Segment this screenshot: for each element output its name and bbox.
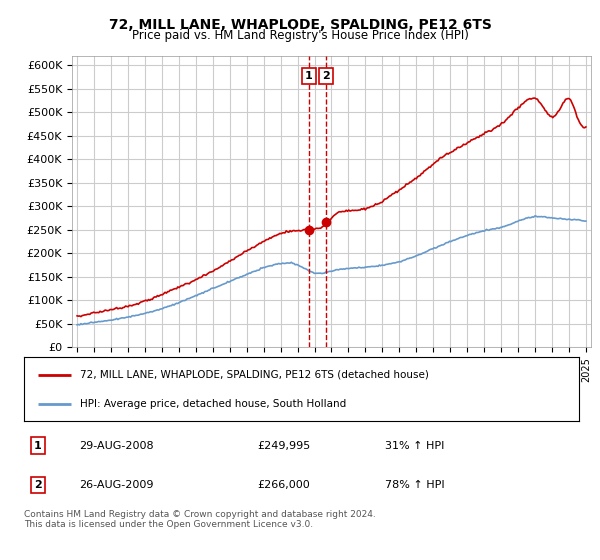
Text: Contains HM Land Registry data © Crown copyright and database right 2024.
This d: Contains HM Land Registry data © Crown c… — [24, 510, 376, 529]
Text: 1: 1 — [305, 71, 313, 81]
Text: 29-AUG-2008: 29-AUG-2008 — [79, 441, 154, 451]
Text: 72, MILL LANE, WHAPLODE, SPALDING, PE12 6TS (detached house): 72, MILL LANE, WHAPLODE, SPALDING, PE12 … — [79, 370, 428, 380]
Text: £249,995: £249,995 — [257, 441, 310, 451]
Text: HPI: Average price, detached house, South Holland: HPI: Average price, detached house, Sout… — [79, 399, 346, 409]
Text: 72, MILL LANE, WHAPLODE, SPALDING, PE12 6TS: 72, MILL LANE, WHAPLODE, SPALDING, PE12 … — [109, 18, 491, 32]
Text: 78% ↑ HPI: 78% ↑ HPI — [385, 480, 445, 490]
Text: 2: 2 — [322, 71, 330, 81]
Text: 26-AUG-2009: 26-AUG-2009 — [79, 480, 154, 490]
Text: Price paid vs. HM Land Registry's House Price Index (HPI): Price paid vs. HM Land Registry's House … — [131, 29, 469, 42]
Text: 1: 1 — [34, 441, 42, 451]
Text: 2: 2 — [34, 480, 42, 490]
Text: 31% ↑ HPI: 31% ↑ HPI — [385, 441, 444, 451]
Text: £266,000: £266,000 — [257, 480, 310, 490]
